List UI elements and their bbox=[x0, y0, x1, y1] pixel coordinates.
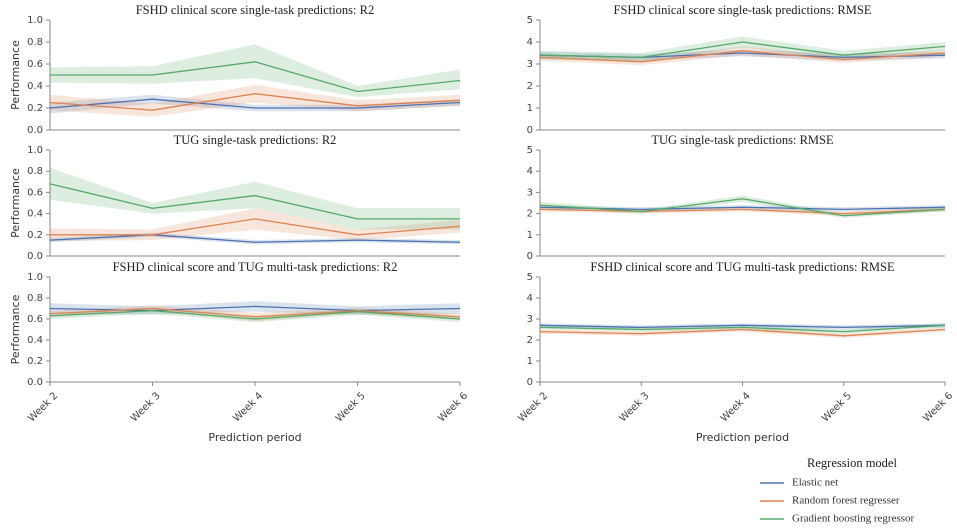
chart-title: FSHD clinical score single-task predicti… bbox=[614, 3, 872, 17]
series-line bbox=[49, 234, 461, 243]
y-tick-label: 0.0 bbox=[27, 377, 43, 388]
x-tick-label: Week 3 bbox=[618, 390, 652, 424]
legend-label: Random forest regresser bbox=[792, 495, 900, 507]
x-tick-label: Week 6 bbox=[921, 390, 955, 424]
chart-title: TUG single-task predictions: RMSE bbox=[651, 133, 834, 147]
y-tick-label: 5 bbox=[527, 272, 533, 283]
y-tick-label: 4 bbox=[527, 293, 533, 304]
y-tick-label: 0.8 bbox=[27, 166, 43, 177]
x-tick-label: Week 4 bbox=[719, 390, 753, 424]
series-line bbox=[49, 183, 460, 220]
series-line bbox=[50, 218, 461, 236]
y-tick-label: 3 bbox=[527, 187, 533, 198]
y-tick-label: 2 bbox=[527, 81, 533, 92]
legend-label: Gradient boosting regressor bbox=[792, 513, 915, 525]
legend-label: Elastic net bbox=[792, 477, 838, 489]
confidence-band bbox=[50, 84, 460, 117]
chart-title: FSHD clinical score and TUG multi-task p… bbox=[113, 260, 398, 274]
confidence-band bbox=[50, 44, 460, 97]
confidence-band bbox=[540, 46, 945, 66]
x-tick-label: Week 2 bbox=[26, 390, 60, 424]
y-tick-label: 0.8 bbox=[27, 293, 43, 304]
x-tick-label: Week 5 bbox=[820, 390, 854, 424]
y-tick-label: 3 bbox=[527, 59, 533, 70]
y-tick-label: 0.0 bbox=[27, 125, 43, 136]
chart-title: TUG single-task predictions: R2 bbox=[174, 133, 337, 147]
series-line bbox=[539, 324, 946, 329]
series-line bbox=[539, 198, 946, 217]
y-tick-label: 0.8 bbox=[27, 37, 43, 48]
y-tick-label: 0.2 bbox=[27, 230, 43, 241]
y-tick-label: 0 bbox=[527, 251, 533, 262]
y-tick-label: 0.0 bbox=[27, 251, 43, 262]
series-line bbox=[49, 309, 461, 320]
x-tick-label: Week 2 bbox=[516, 390, 550, 424]
y-tick-label: 4 bbox=[527, 37, 533, 48]
series-line bbox=[539, 50, 946, 63]
series-line bbox=[50, 61, 461, 93]
y-tick-label: 1 bbox=[527, 230, 533, 241]
y-tick-label: 1.0 bbox=[27, 145, 43, 156]
y-tick-label: 0.2 bbox=[27, 103, 43, 114]
series-line bbox=[539, 208, 946, 215]
y-axis-label: Performance bbox=[9, 40, 22, 110]
confidence-band bbox=[50, 208, 460, 242]
y-tick-label: 1.0 bbox=[27, 272, 43, 283]
y-tick-label: 4 bbox=[527, 166, 533, 177]
legend-title: Regression model bbox=[807, 456, 897, 470]
series-line bbox=[539, 328, 946, 337]
y-tick-label: 2 bbox=[527, 209, 533, 220]
y-axis-label: Performance bbox=[9, 168, 22, 238]
y-tick-label: 0.2 bbox=[27, 356, 43, 367]
x-axis-label: Prediction period bbox=[208, 431, 301, 444]
series-line bbox=[49, 307, 461, 318]
series-line bbox=[49, 98, 461, 109]
y-tick-label: 0.4 bbox=[27, 81, 43, 92]
confidence-band bbox=[50, 305, 460, 322]
series-line bbox=[49, 93, 461, 111]
y-tick-label: 1 bbox=[527, 103, 533, 114]
series-line bbox=[539, 206, 946, 211]
chart-title: FSHD clinical score and TUG multi-task p… bbox=[590, 260, 895, 274]
y-tick-label: 0.6 bbox=[27, 59, 43, 70]
x-tick-label: Week 5 bbox=[334, 390, 368, 424]
confidence-band bbox=[50, 168, 460, 230]
series-line bbox=[539, 41, 946, 59]
y-tick-label: 0.6 bbox=[27, 314, 43, 325]
y-tick-label: 0.4 bbox=[27, 335, 43, 346]
y-tick-label: 0 bbox=[527, 377, 533, 388]
x-tick-label: Week 3 bbox=[129, 390, 163, 424]
x-tick-label: Week 4 bbox=[231, 390, 265, 424]
y-tick-label: 5 bbox=[527, 145, 533, 156]
y-axis-label: Performance bbox=[9, 294, 22, 364]
y-tick-label: 5 bbox=[527, 15, 533, 26]
series-line bbox=[539, 324, 946, 333]
y-tick-label: 1.0 bbox=[27, 15, 43, 26]
chart-title: FSHD clinical score single-task predicti… bbox=[136, 3, 375, 17]
y-tick-label: 3 bbox=[527, 314, 533, 325]
confidence-band bbox=[540, 195, 945, 218]
y-tick-label: 0 bbox=[527, 125, 533, 136]
y-tick-label: 0.6 bbox=[27, 187, 43, 198]
y-tick-label: 2 bbox=[527, 335, 533, 346]
x-axis-label: Prediction period bbox=[696, 431, 789, 444]
x-tick-label: Week 6 bbox=[436, 390, 470, 424]
confidence-band bbox=[50, 232, 460, 245]
y-tick-label: 1 bbox=[527, 356, 533, 367]
y-tick-label: 0.4 bbox=[27, 209, 43, 220]
